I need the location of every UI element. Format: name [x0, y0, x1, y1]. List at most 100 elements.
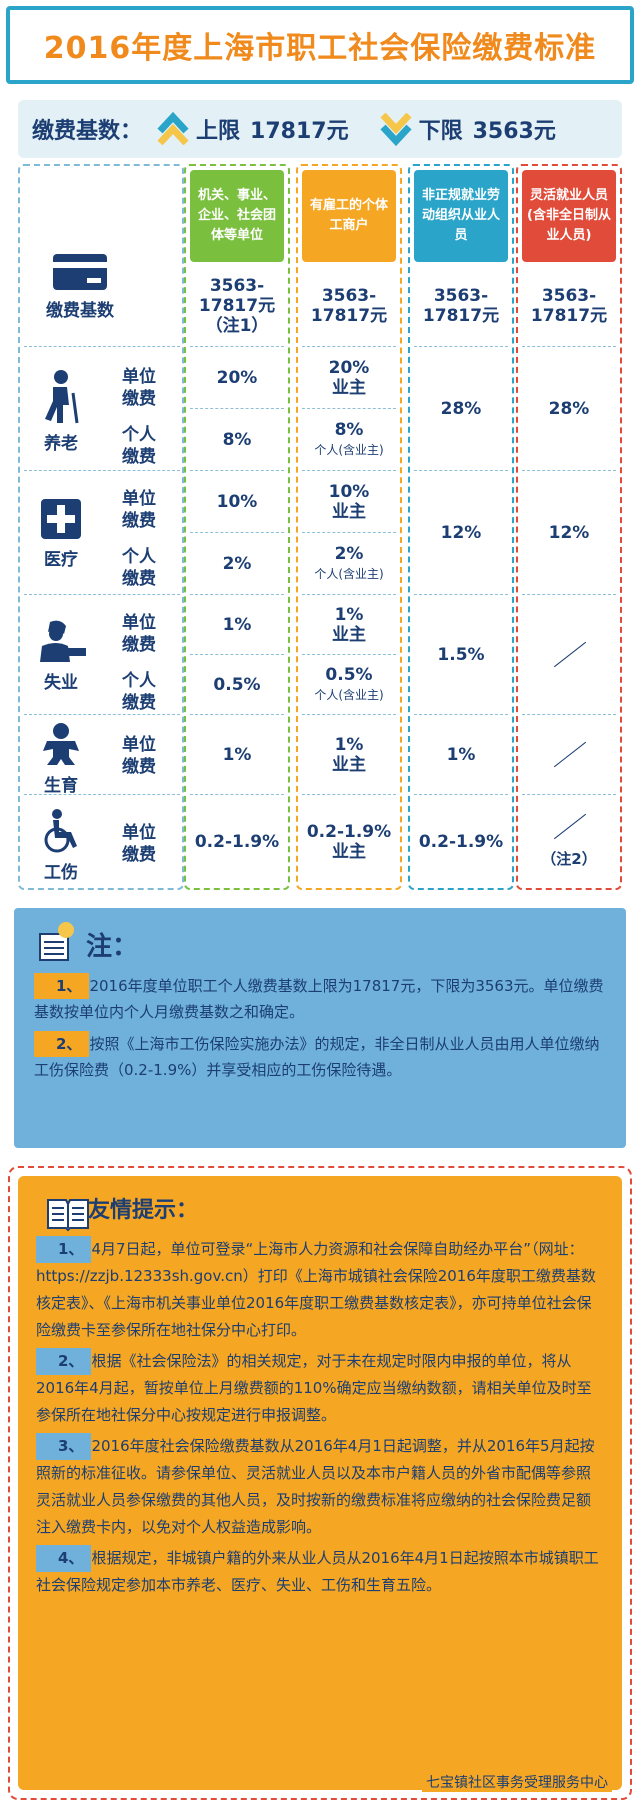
note-number: 2、	[34, 1031, 90, 1057]
medical-value: 12%	[440, 523, 482, 543]
injury-unit-value: 0.2-1.9%	[194, 832, 280, 852]
unemp-personal-cell: 0.5% 个人(含业主)	[298, 656, 400, 714]
pension-unit-value: 20%	[216, 368, 258, 388]
tips-title: 友情提示：	[88, 1198, 199, 1223]
maternity-unit-label: 单位缴费	[122, 735, 156, 777]
row-labels-column: 缴费基数 养老 单位缴费 个人缴费 医疗 单位缴费 个人缴费	[18, 164, 184, 890]
unemp-unit-value: 1%	[222, 615, 252, 635]
pension-personal-value: 8%	[222, 430, 252, 450]
wheelchair-icon	[44, 808, 77, 852]
cell-divider	[302, 346, 396, 347]
tip-text: 根据《社会保险法》的相关规定，对于未在规定时限内申报的单位，将从2016年4月起…	[36, 1352, 592, 1424]
base-label: 缴费基数：	[32, 119, 143, 144]
unemp-personal-note: 个人(含业主)	[314, 688, 384, 702]
medical-value: 12%	[548, 523, 590, 543]
column-org-units: 机关、事业、企业、社会团体等单位 3563-17817元（注1） 20% 8% …	[184, 164, 290, 890]
cell-divider	[190, 470, 284, 471]
cell-divider	[190, 408, 284, 409]
cell-divider	[302, 654, 396, 655]
upper-value: 17817元	[250, 119, 349, 144]
unemp-personal-value: 0.5%	[213, 675, 261, 695]
pension-personal-value: 8%	[334, 420, 364, 440]
medical-unit-value: 10%	[216, 492, 258, 512]
pension-label: 养老	[44, 433, 78, 454]
pension-unit-label: 单位缴费	[122, 367, 156, 409]
medical-unit-note: 业主	[332, 502, 366, 522]
tips-panel: 友情提示： 1、 4月7日起，单位可登录“上海市人力资源和社会保障自助经办平台”（…	[18, 1176, 622, 1790]
medical-personal-label: 个人缴费	[122, 547, 156, 589]
row-divider	[24, 470, 180, 471]
maternity-unit-value: 1%	[334, 735, 364, 755]
medical-personal-note: 个人(含业主)	[314, 567, 384, 581]
arrow-up-icon	[157, 111, 189, 146]
cell-divider	[522, 470, 616, 471]
cell-divider	[414, 714, 508, 715]
pension-row-label: 养老	[26, 356, 96, 466]
injury-unit-note: 业主	[332, 842, 366, 862]
tip-item: 2、 根据《社会保险法》的相关规定，对于未在规定时限内申报的单位，将从2016年4…	[36, 1348, 604, 1429]
unemployment-label: 失业	[44, 672, 78, 693]
injury-label: 工伤	[44, 862, 78, 883]
cell-divider	[190, 532, 284, 533]
column-header: 机关、事业、企业、社会团体等单位	[190, 170, 284, 262]
base-value: 3563-17817元	[530, 286, 608, 326]
base-value: 3563-17817元	[310, 286, 388, 326]
card-icon	[53, 253, 107, 290]
tip-item: 3、 2016年度社会保险缴费基数从2016年4月1日起调整，并从2016年5月起…	[36, 1433, 604, 1541]
pension-unit-value: 20%	[328, 358, 370, 378]
note-item: 2、 按照《上海市工伤保险实施办法》的规定，非全日制从业人员由用人单位缴纳工伤保险…	[34, 1031, 606, 1083]
medical-personal-cell: 2% 个人(含业主)	[298, 534, 400, 594]
page-title: 2016年度上海市职工社会保险缴费标准	[43, 31, 597, 66]
column-informal-employment: 非正规就业劳动组织从业人员 3563-17817元 28% 12% 1.5% 1…	[408, 164, 514, 890]
column-flexible-employment: 灵活就业人员(含非全日制从业人员) 3563-17817元 28% 12% （注…	[516, 164, 622, 890]
pension-unit-cell: 20% 业主	[298, 348, 400, 408]
injury-unit-label: 单位缴费	[122, 823, 156, 865]
cell-divider	[522, 794, 616, 795]
medical-cross-icon	[41, 498, 81, 539]
unemp-personal-label: 个人缴费	[122, 671, 156, 713]
medical-unit-value: 10%	[328, 482, 370, 502]
tip-item: 1、 4月7日起，单位可登录“上海市人力资源和社会保障自助经办平台”（网址：htt…	[36, 1236, 604, 1344]
arrow-down-icon	[380, 112, 412, 147]
maternity-value: 1%	[446, 745, 476, 765]
row-divider	[24, 794, 180, 795]
cell-divider	[190, 346, 284, 347]
column-self-employed: 有雇工的个体工商户 3563-17817元 20% 业主 8% 个人(含业主) …	[296, 164, 402, 890]
cell-divider	[302, 408, 396, 409]
pension-personal-cell: 8% 个人(含业主)	[298, 410, 400, 470]
note-number: 1、	[34, 973, 90, 999]
cell-divider	[522, 594, 616, 595]
tip-text: 根据规定，非城镇户籍的外来从业人员从2016年4月1日起按照本市城镇职工社会保险…	[36, 1549, 599, 1594]
row-divider	[24, 594, 180, 595]
injury-note: （注2）	[541, 850, 597, 868]
injury-unit-cell: 0.2-1.9% 业主	[298, 796, 400, 888]
base-row-label: 缴费基数	[30, 226, 130, 346]
unemp-unit-cell: 1% 业主	[298, 596, 400, 654]
unemp-unit-note: 业主	[332, 625, 366, 645]
cell-divider	[190, 594, 284, 595]
cell-divider	[190, 794, 284, 795]
cell-divider	[190, 654, 284, 655]
pension-value: 28%	[548, 399, 590, 419]
cell-divider	[302, 470, 396, 471]
rate-table: 缴费基数 养老 单位缴费 个人缴费 医疗 单位缴费 个人缴费	[18, 164, 622, 890]
upper-label: 上限	[196, 119, 241, 144]
medical-personal-value: 2%	[222, 554, 252, 574]
medical-personal-value: 2%	[334, 544, 364, 564]
base-range-row: 缴费基数： 上限 17817元 下限 3563元	[18, 100, 622, 158]
injury-value: 0.2-1.9%	[418, 832, 504, 852]
worker-icon	[40, 620, 86, 662]
maternity-row-label: 生育	[26, 718, 96, 798]
tips-section: 友情提示： 1、 4月7日起，单位可登录“上海市人力资源和社会保障自助经办平台”（…	[8, 1166, 632, 1800]
unemployment-row-label: 失业	[26, 600, 96, 710]
row-divider	[24, 714, 180, 715]
cell-divider	[414, 470, 508, 471]
note-text: 按照《上海市工伤保险实施办法》的规定，非全日制从业人员由用人单位缴纳工伤保险费（…	[34, 1035, 600, 1079]
tip-item: 4、 根据规定，非城镇户籍的外来从业人员从2016年4月1日起按照本市城镇职工社会…	[36, 1545, 604, 1599]
medical-row-label: 医疗	[26, 478, 96, 588]
cell-divider	[190, 714, 284, 715]
title-frame: 2016年度上海市职工社会保险缴费标准	[6, 6, 634, 84]
maternity-unit-note: 业主	[332, 755, 366, 775]
notes-section: 注： 1、 2016年度单位职工个人缴费基数上限为17817元，下限为3563元。…	[14, 908, 626, 1148]
cell-divider	[302, 532, 396, 533]
